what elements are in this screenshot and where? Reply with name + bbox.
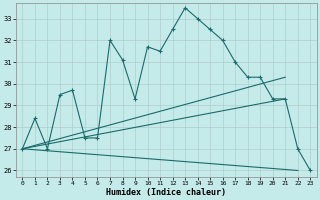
X-axis label: Humidex (Indice chaleur): Humidex (Indice chaleur) <box>106 188 226 197</box>
